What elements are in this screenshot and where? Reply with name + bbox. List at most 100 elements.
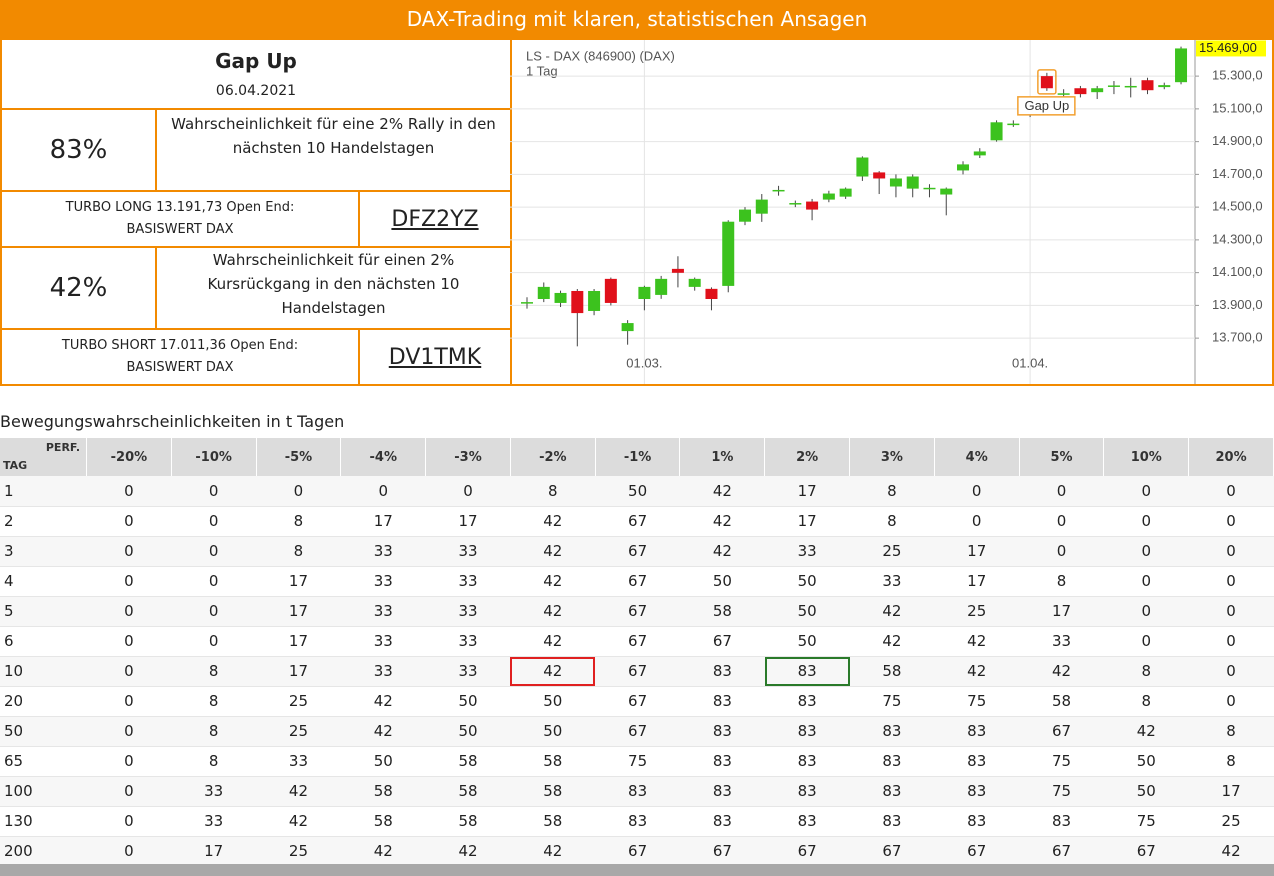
value-cell: 8 [171, 686, 257, 717]
value-cell: 42 [340, 686, 426, 717]
value-cell: 42 [425, 836, 511, 867]
value-cell: 17 [256, 656, 341, 687]
value-cell: 42 [849, 596, 935, 627]
value-cell: 17 [1019, 596, 1104, 627]
corner-bottom: TAG [3, 459, 28, 472]
value-cell: 0 [256, 476, 341, 507]
candle-body [839, 188, 852, 197]
value-cell: 67 [849, 836, 935, 867]
value-cell: 67 [679, 836, 765, 867]
value-cell: 83 [679, 806, 765, 837]
value-cell: 17 [256, 626, 341, 657]
value-cell: 33 [849, 566, 935, 597]
short-percent: 42% [2, 248, 157, 330]
value-cell: 42 [849, 626, 935, 657]
value-cell: 0 [171, 536, 257, 567]
candle-body [772, 189, 785, 192]
value-cell: 42 [340, 716, 426, 747]
table-row: 6 0 0 17 33 33 42 67 67 50 42 42 33 0 0 [0, 626, 1274, 657]
short-code-link[interactable]: DV1TMK [388, 344, 482, 370]
value-cell: 8 [171, 746, 257, 777]
value-cell: 58 [340, 806, 426, 837]
annotation-box [1037, 69, 1057, 95]
value-cell: 83 [849, 776, 935, 807]
candle-body [806, 201, 819, 210]
value-cell: 42 [679, 476, 765, 507]
row-label: 1 [0, 476, 87, 507]
summary-panel [0, 38, 1274, 386]
long-percent: 83% [2, 110, 157, 192]
value-cell: 50 [425, 686, 511, 717]
value-cell: 33 [171, 776, 257, 807]
value-cell: 83 [764, 656, 850, 687]
candle-body [873, 172, 886, 179]
value-cell: 8 [849, 506, 935, 537]
value-cell: 25 [849, 536, 935, 567]
value-cell: 0 [86, 776, 172, 807]
value-cell: 0 [1019, 536, 1104, 567]
value-cell: 67 [1019, 836, 1104, 867]
value-cell: 8 [171, 656, 257, 687]
value-cell: 0 [171, 626, 257, 657]
column-header: -5% [256, 438, 342, 476]
value-cell: 50 [1103, 746, 1189, 777]
value-cell: 33 [340, 536, 426, 567]
value-cell: 42 [1103, 716, 1189, 747]
value-cell: 0 [425, 476, 511, 507]
value-cell: 0 [86, 806, 172, 837]
value-cell: 83 [1019, 806, 1104, 837]
value-cell: 0 [1188, 536, 1274, 567]
y-tick-label: 13.700,0 [1212, 330, 1263, 345]
annotation-label: Gap Up [1024, 98, 1069, 113]
value-cell: 0 [1188, 686, 1274, 717]
column-header: 10% [1103, 438, 1190, 476]
value-cell: 50 [764, 566, 850, 597]
candle-body [1091, 88, 1104, 93]
row-label: 10 [0, 656, 87, 687]
value-cell: 33 [256, 746, 341, 777]
value-cell: 67 [934, 836, 1020, 867]
value-cell: 75 [1019, 776, 1104, 807]
column-header: -20% [86, 438, 172, 476]
value-cell: 0 [934, 506, 1020, 537]
value-cell: 75 [1019, 746, 1104, 777]
value-cell: 17 [256, 596, 341, 627]
value-cell: 42 [510, 656, 596, 687]
table-row: 20 0 8 25 42 50 50 67 83 83 75 75 58 8 0 [0, 686, 1274, 717]
value-cell: 42 [934, 626, 1020, 657]
value-cell: 75 [595, 746, 680, 777]
value-cell: 50 [1103, 776, 1189, 807]
candle-body [973, 151, 986, 156]
table-row: 130 0 33 42 58 58 58 83 83 83 83 83 83 75 25 [0, 806, 1274, 837]
value-cell: 33 [340, 566, 426, 597]
candle-body [1124, 85, 1137, 88]
value-cell: 67 [595, 506, 680, 537]
value-cell: 33 [425, 566, 511, 597]
value-cell: 0 [1188, 506, 1274, 537]
value-cell: 0 [86, 716, 172, 747]
value-cell: 8 [1188, 716, 1274, 747]
value-cell: 17 [425, 506, 511, 537]
value-cell: 42 [1019, 656, 1104, 687]
value-cell: 83 [679, 716, 765, 747]
candle-body [1141, 80, 1154, 91]
value-cell: 58 [849, 656, 935, 687]
candle-body [1057, 93, 1070, 95]
table-row: 10 0 8 17 33 33 42 67 83 83 58 42 42 8 0 [0, 656, 1274, 687]
long-text: Wahrscheinlichkeit für eine 2% Rally in … [157, 110, 512, 192]
candle-body [889, 178, 902, 187]
value-cell: 83 [595, 776, 680, 807]
value-cell: 42 [510, 596, 596, 627]
value-cell: 25 [1188, 806, 1274, 837]
short-product-name: TURBO SHORT 17.011,36 Open End: [61, 338, 299, 353]
value-cell: 0 [86, 506, 172, 537]
value-cell: 0 [86, 626, 172, 657]
long-code-link[interactable]: DFZ2YZ [391, 206, 479, 232]
value-cell: 83 [764, 716, 850, 747]
value-cell: 0 [86, 746, 172, 777]
value-cell: 0 [171, 596, 257, 627]
value-cell: 8 [1019, 566, 1104, 597]
value-cell: 50 [340, 746, 426, 777]
value-cell: 58 [340, 776, 426, 807]
